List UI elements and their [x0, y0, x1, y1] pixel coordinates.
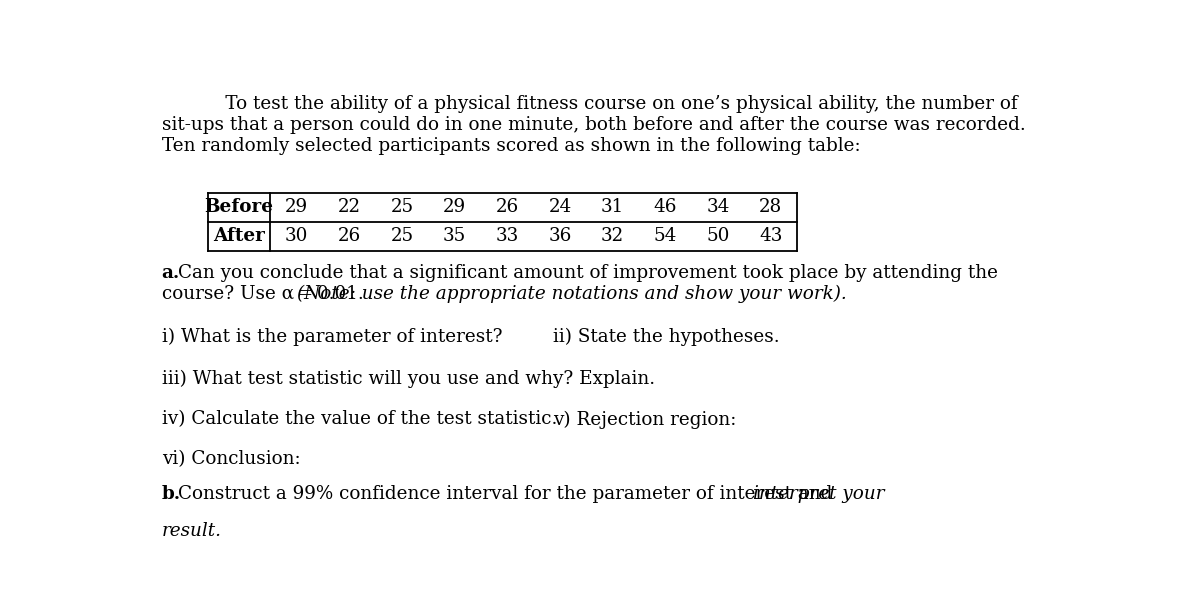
Text: 32: 32 — [601, 228, 624, 245]
Text: vi) Conclusion:: vi) Conclusion: — [162, 451, 300, 468]
Text: (Note: use the appropriate notations and show your work).: (Note: use the appropriate notations and… — [298, 285, 847, 303]
Text: 46: 46 — [654, 198, 677, 216]
Text: 22: 22 — [337, 198, 361, 216]
Text: result.: result. — [162, 522, 222, 540]
Text: 31: 31 — [601, 198, 624, 216]
Text: Construct a 99% confidence interval for the parameter of interest and: Construct a 99% confidence interval for … — [178, 485, 838, 503]
Text: Can you conclude that a significant amount of improvement took place by attendin: Can you conclude that a significant amou… — [178, 264, 998, 282]
Text: 30: 30 — [284, 228, 308, 245]
Text: 25: 25 — [390, 198, 414, 216]
Text: 29: 29 — [443, 198, 466, 216]
Text: ii) State the hypotheses.: ii) State the hypotheses. — [553, 328, 780, 345]
Text: 26: 26 — [496, 198, 518, 216]
Text: iv) Calculate the value of the test statistic.: iv) Calculate the value of the test stat… — [162, 411, 557, 428]
Text: 28: 28 — [760, 198, 782, 216]
Text: a.: a. — [162, 264, 180, 282]
Text: sit-ups that a person could do in one minute, both before and after the course w: sit-ups that a person could do in one mi… — [162, 117, 1025, 134]
Text: b.: b. — [162, 485, 181, 503]
Text: v) Rejection region:: v) Rejection region: — [553, 411, 737, 429]
Text: Before: Before — [205, 198, 274, 216]
Text: After: After — [214, 228, 265, 245]
Text: interpret your: interpret your — [752, 485, 884, 503]
Text: iii) What test statistic will you use and why? Explain.: iii) What test statistic will you use an… — [162, 370, 655, 388]
Text: 34: 34 — [707, 198, 730, 216]
Text: 54: 54 — [654, 228, 677, 245]
Text: 35: 35 — [443, 228, 466, 245]
Text: Ten randomly selected participants scored as shown in the following table:: Ten randomly selected participants score… — [162, 137, 860, 155]
Text: i) What is the parameter of interest?: i) What is the parameter of interest? — [162, 328, 502, 345]
Text: course? Use α = 0.01.: course? Use α = 0.01. — [162, 285, 376, 303]
Text: 43: 43 — [760, 228, 782, 245]
Text: 29: 29 — [284, 198, 308, 216]
Text: 25: 25 — [390, 228, 414, 245]
Text: 24: 24 — [548, 198, 571, 216]
Text: 26: 26 — [337, 228, 361, 245]
Text: To test the ability of a physical fitness course on one’s physical ability, the : To test the ability of a physical fitnes… — [197, 95, 1018, 113]
Text: 50: 50 — [707, 228, 730, 245]
Text: 33: 33 — [496, 228, 518, 245]
Text: 36: 36 — [548, 228, 571, 245]
